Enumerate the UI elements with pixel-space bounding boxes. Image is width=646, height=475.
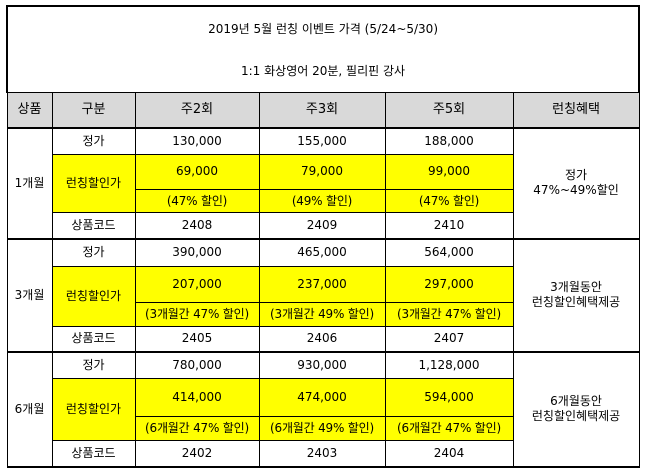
regular-price-cell: 1,128,000 bbox=[384, 351, 514, 379]
product-code-cell: 2409 bbox=[258, 212, 386, 240]
product-code-cell: 2406 bbox=[258, 325, 386, 353]
col-header-product: 상품 bbox=[6, 91, 53, 129]
col-header-freq3: 주3회 bbox=[258, 91, 386, 129]
col-header-perk: 런칭혜택 bbox=[512, 91, 640, 129]
launch-price-label: 런칭할인가 bbox=[51, 153, 136, 214]
duration-1-month: 1개월 bbox=[6, 127, 53, 240]
launch-price-cell: 297,000 bbox=[384, 265, 514, 304]
product-code-cell: 2403 bbox=[258, 439, 386, 468]
launch-price-label: 런칭할인가 bbox=[51, 265, 136, 327]
launch-perk-3-months: 3개월동안 런칭할인혜택제공 bbox=[512, 238, 640, 353]
regular-price-cell: 390,000 bbox=[134, 238, 260, 267]
discount-rate-cell: (6개월간 47% 할인) bbox=[134, 416, 260, 441]
launch-price-cell: 79,000 bbox=[258, 153, 386, 191]
regular-price-cell: 780,000 bbox=[134, 351, 260, 379]
launch-price-cell: 207,000 bbox=[134, 265, 260, 304]
perk-line: 런칭할인혜택제공 bbox=[531, 295, 621, 310]
product-code-label: 상품코드 bbox=[51, 212, 136, 240]
launch-price-cell: 237,000 bbox=[258, 265, 386, 304]
discount-rate-cell: (6개월간 49% 할인) bbox=[258, 416, 386, 441]
product-code-cell: 2404 bbox=[384, 439, 514, 468]
perk-line: 3개월동안 bbox=[550, 280, 602, 295]
launch-price-cell: 414,000 bbox=[134, 377, 260, 418]
discount-rate-cell: (3개월간 47% 할인) bbox=[134, 302, 260, 327]
regular-price-cell: 564,000 bbox=[384, 238, 514, 267]
discount-rate-cell: (47% 할인) bbox=[384, 188, 514, 214]
col-header-category: 구분 bbox=[51, 91, 136, 129]
regular-price-cell: 930,000 bbox=[258, 351, 386, 379]
launch-price-cell: 99,000 bbox=[384, 153, 514, 191]
duration-3-months: 3개월 bbox=[6, 238, 53, 353]
launch-price-label: 런칭할인가 bbox=[51, 377, 136, 441]
launch-price-cell: 594,000 bbox=[384, 377, 514, 418]
regular-price-cell: 155,000 bbox=[258, 127, 386, 155]
discount-rate-cell: (3개월간 49% 할인) bbox=[258, 302, 386, 327]
discount-rate-cell: (6개월간 47% 할인) bbox=[384, 416, 514, 441]
regular-price-cell: 188,000 bbox=[384, 127, 514, 155]
discount-rate-cell: (49% 할인) bbox=[258, 188, 386, 214]
pricing-table: 2019년 5월 런칭 이벤트 가격 (5/24~5/30) 1:1 화상영어 … bbox=[5, 5, 641, 469]
product-code-cell: 2410 bbox=[384, 212, 514, 240]
product-code-cell: 2402 bbox=[134, 439, 260, 468]
col-header-freq2: 주2회 bbox=[134, 91, 260, 129]
perk-line: 런칭할인혜택제공 bbox=[531, 409, 621, 424]
regular-price-label: 정가 bbox=[51, 351, 136, 379]
regular-price-label: 정가 bbox=[51, 238, 136, 267]
product-code-cell: 2408 bbox=[134, 212, 260, 240]
perk-line: 정가 bbox=[564, 168, 588, 183]
regular-price-cell: 130,000 bbox=[134, 127, 260, 155]
regular-price-cell: 465,000 bbox=[258, 238, 386, 267]
launch-price-cell: 69,000 bbox=[134, 153, 260, 191]
col-header-freq5: 주5회 bbox=[384, 91, 514, 129]
perk-line: 47%~49%할인 bbox=[533, 183, 619, 198]
product-code-label: 상품코드 bbox=[51, 325, 136, 353]
table-subtitle: 1:1 화상영어 20분, 필리핀 강사 bbox=[5, 51, 641, 93]
regular-price-label: 정가 bbox=[51, 127, 136, 155]
product-code-cell: 2405 bbox=[134, 325, 260, 353]
discount-rate-cell: (47% 할인) bbox=[134, 188, 260, 214]
launch-price-cell: 474,000 bbox=[258, 377, 386, 418]
perk-line: 6개월동안 bbox=[550, 394, 602, 409]
discount-rate-cell: (3개월간 47% 할인) bbox=[384, 302, 514, 327]
table-title: 2019년 5월 런칭 이벤트 가격 (5/24~5/30) bbox=[5, 5, 641, 52]
product-code-label: 상품코드 bbox=[51, 439, 136, 468]
product-code-cell: 2407 bbox=[384, 325, 514, 353]
launch-perk-1-month: 정가 47%~49%할인 bbox=[512, 127, 640, 240]
launch-perk-6-months: 6개월동안 런칭할인혜택제공 bbox=[512, 351, 640, 469]
duration-6-months: 6개월 bbox=[6, 351, 53, 469]
